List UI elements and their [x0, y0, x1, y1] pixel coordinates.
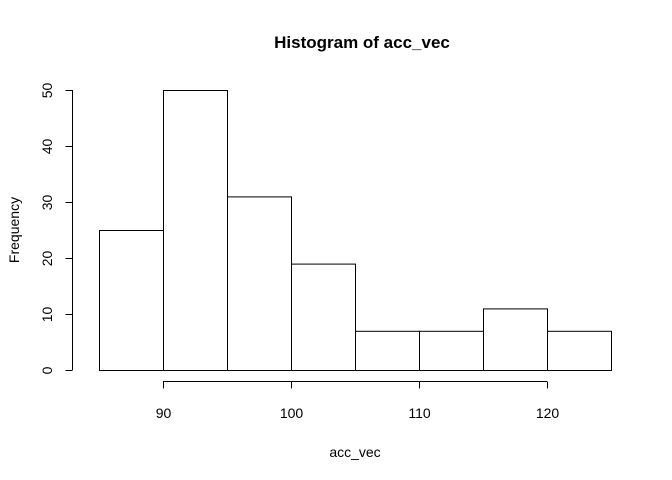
histogram-bar-0 [99, 230, 164, 371]
bars-group [99, 90, 612, 372]
y-tick-label-50: 50 [39, 83, 55, 99]
chart-title: Histogram of acc_vec [274, 33, 450, 52]
histogram-bar-2 [227, 196, 292, 371]
y-tick-label-20: 20 [39, 251, 55, 267]
x-axis-label: acc_vec [329, 444, 380, 460]
x-tick-label-100: 100 [280, 405, 304, 421]
y-tick-label-30: 30 [39, 195, 55, 211]
y-axis-label: Frequency [6, 197, 22, 263]
x-tick-label-110: 110 [408, 405, 431, 421]
histogram-bar-5 [419, 330, 484, 371]
histogram-bar-7 [547, 330, 612, 371]
histogram-bar-4 [355, 330, 420, 371]
x-tick-label-90: 90 [156, 405, 172, 421]
histogram-bar-1 [163, 90, 228, 371]
x-axis: 90 100 110 120 [156, 381, 560, 421]
y-tick-label-10: 10 [39, 307, 55, 323]
x-tick-label-120: 120 [536, 405, 560, 421]
histogram-bar-6 [483, 308, 548, 371]
y-tick-label-0: 0 [39, 366, 55, 374]
y-axis: 0 10 20 30 40 50 [39, 83, 73, 374]
histogram-bar-3 [291, 263, 356, 372]
y-tick-label-40: 40 [39, 139, 55, 155]
